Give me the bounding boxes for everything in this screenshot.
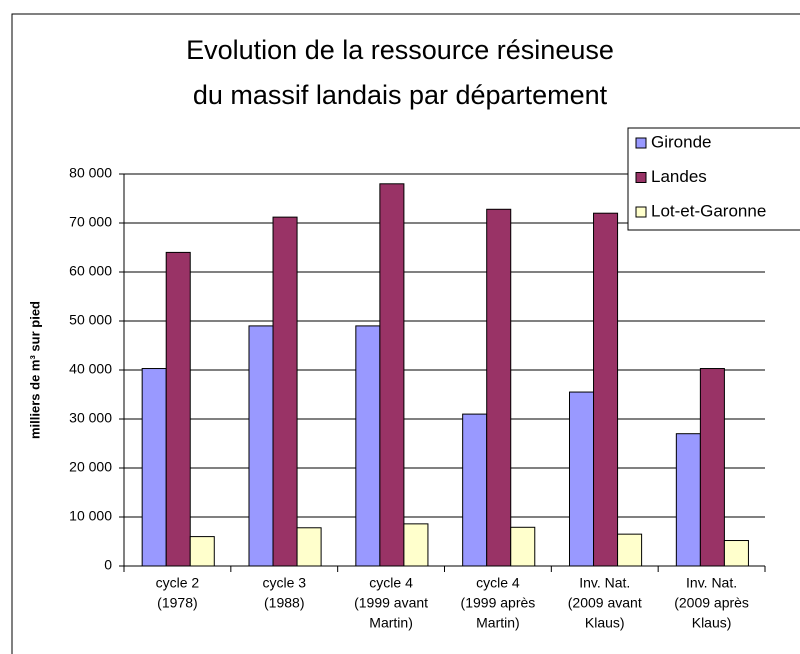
bar	[355, 325, 381, 567]
x-tick-label: cycle 4	[369, 575, 413, 591]
y-tick-label: 30 000	[69, 410, 112, 426]
y-tick-label: 20 000	[69, 459, 112, 475]
x-tick-label: cycle 2	[156, 575, 200, 591]
bar	[675, 433, 701, 567]
bar	[379, 183, 405, 567]
bar	[165, 251, 191, 567]
bar	[486, 208, 512, 567]
bar	[723, 540, 749, 567]
x-tick-label: (1988)	[264, 595, 304, 611]
x-tick-label: cycle 3	[262, 575, 306, 591]
legend-swatch	[635, 172, 647, 183]
chart-title: du massif landais par département	[193, 80, 608, 110]
x-tick-label: (2009 avant	[568, 595, 642, 611]
bar	[617, 533, 643, 567]
x-tick-label: (1999 après	[461, 595, 536, 611]
bar	[141, 368, 167, 567]
y-tick-label: 10 000	[69, 508, 112, 524]
x-tick-label: (1999 avant	[354, 595, 428, 611]
bar	[699, 368, 725, 567]
bar	[248, 325, 274, 567]
y-tick-label: 50 000	[69, 312, 112, 328]
legend-box	[627, 127, 800, 231]
y-axis-label: milliers de m³ sur pied	[27, 301, 42, 439]
x-tick-label: (1978)	[157, 595, 197, 611]
legend-label: Landes	[651, 167, 707, 186]
y-tick-label: 60 000	[69, 263, 112, 279]
legend-swatch	[635, 137, 647, 149]
x-tick-label: Inv. Nat.	[579, 575, 630, 591]
bar	[296, 527, 322, 567]
x-tick-label: (2009 après	[674, 595, 749, 611]
x-tick-label: Klaus)	[585, 615, 625, 631]
chart-title: Evolution de la ressource résineuse	[186, 35, 614, 65]
bar	[462, 413, 488, 567]
y-tick-label: 70 000	[69, 214, 112, 230]
x-tick-label: Martin)	[476, 615, 520, 631]
legend-label: Lot-et-Garonne	[651, 201, 766, 220]
x-tick-label: cycle 4	[476, 575, 520, 591]
bar	[189, 536, 215, 567]
bar	[568, 391, 595, 567]
y-tick-label: 0	[104, 557, 112, 573]
y-tick-label: 80 000	[69, 165, 112, 181]
legend-swatch	[635, 206, 647, 218]
bar	[593, 212, 619, 567]
bar	[403, 523, 429, 567]
x-tick-label: Inv. Nat.	[686, 575, 737, 591]
y-tick-label: 40 000	[69, 361, 112, 377]
x-tick-label: Klaus)	[692, 615, 732, 631]
bar	[510, 526, 536, 567]
bar	[272, 216, 298, 567]
legend-label: Gironde	[651, 132, 711, 151]
x-tick-label: Martin)	[369, 615, 413, 631]
